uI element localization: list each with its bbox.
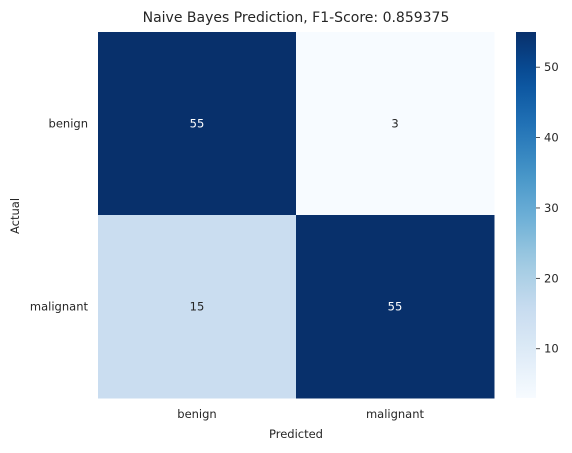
heatmap-cell (98, 32, 297, 216)
colorbar-gradient (516, 32, 536, 398)
heatmap-cells (98, 32, 495, 399)
cell-annotation: 15 (190, 300, 205, 314)
colorbar-tick-label: 30 (544, 201, 559, 215)
heatmap-cell (98, 215, 297, 399)
x-tick-label: malignant (366, 407, 425, 421)
cell-annotation: 55 (190, 117, 205, 131)
y-tick-label: malignant (30, 300, 89, 314)
colorbar-tick-label: 10 (544, 342, 559, 356)
x-tick-label: benign (177, 407, 216, 421)
cell-annotations: 55 3 15 55 (190, 117, 403, 314)
cell-annotation: 55 (388, 300, 403, 314)
colorbar-ticks: 10 20 30 40 50 (536, 60, 559, 356)
heatmap-cell (296, 215, 495, 399)
colorbar-tick-label: 50 (544, 60, 559, 74)
heatmap-cell (296, 32, 495, 216)
x-tick-labels: benign malignant (177, 407, 424, 421)
chart-title: Naive Bayes Prediction, F1-Score: 0.8593… (143, 10, 450, 26)
cell-annotation: 3 (391, 117, 398, 131)
colorbar-tick-label: 40 (544, 131, 559, 145)
y-axis-label: Actual (8, 198, 22, 234)
y-tick-labels: benign malignant (30, 117, 89, 314)
x-axis-label: Predicted (269, 427, 323, 441)
y-tick-label: benign (49, 117, 88, 131)
colorbar: 10 20 30 40 50 (516, 32, 559, 398)
colorbar-tick-label: 20 (544, 271, 559, 285)
